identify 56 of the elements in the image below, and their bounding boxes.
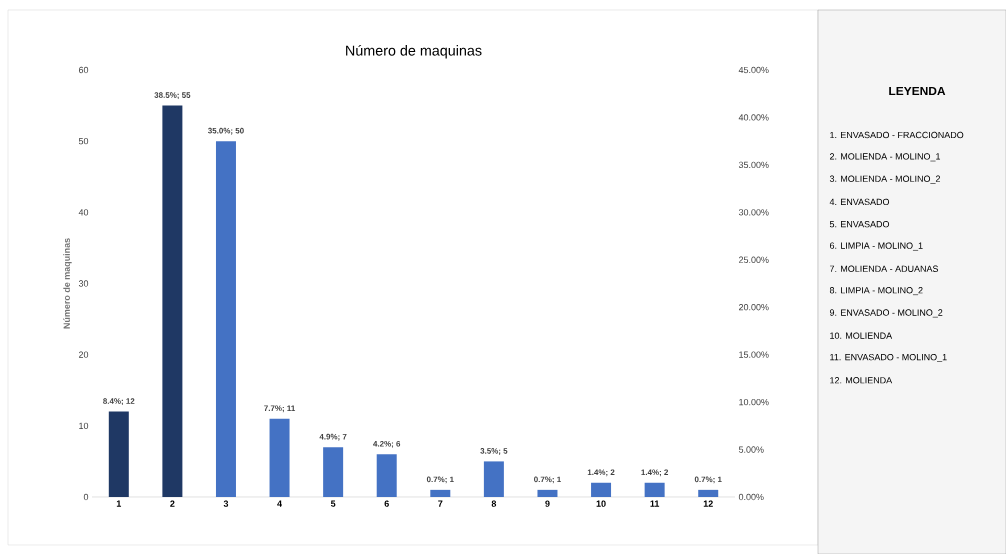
y2-tick-label: 35.00% bbox=[738, 161, 769, 169]
y2-tick-label: 40.00% bbox=[738, 114, 769, 121]
x-tick-label: 3 bbox=[223, 500, 229, 507]
y-tick-label: 40 bbox=[78, 209, 89, 216]
x-tick-label: 4 bbox=[277, 500, 282, 507]
text: 2. MOLIENDA - MOLINO_1 bbox=[829, 153, 941, 162]
text: 9. ENVASADO - MOLINO_2 bbox=[829, 309, 943, 318]
x-tick-label: 1 bbox=[116, 500, 122, 507]
x-tick-label: 2 bbox=[170, 500, 175, 507]
bar bbox=[644, 482, 665, 497]
x-tick-label: 6 bbox=[384, 500, 389, 507]
x-tick-label: 8 bbox=[491, 500, 497, 507]
x-tick-label: 11 bbox=[650, 500, 660, 507]
y-tick-label: 20 bbox=[78, 351, 89, 358]
y-axis-title: Número de maquinas bbox=[63, 238, 72, 329]
x-tick-label: 12 bbox=[703, 500, 713, 507]
y2-tick-label: 5.00% bbox=[738, 446, 764, 453]
y2-tick-label: 0.00% bbox=[738, 493, 764, 501]
text: 10. MOLIENDA bbox=[830, 332, 893, 339]
text: 7. MOLIENDA - ADUANAS bbox=[829, 265, 939, 272]
bar bbox=[269, 418, 290, 497]
y-tick-label: 50 bbox=[78, 137, 89, 145]
y-tick-label: 60 bbox=[78, 66, 89, 74]
bar bbox=[108, 411, 129, 497]
text: 8. LIMPIA - MOLINO_2 bbox=[829, 287, 923, 296]
text: 5. ENVASADO bbox=[829, 221, 890, 228]
y-tick-label: 0 bbox=[83, 493, 89, 501]
y2-tick-label: 25.00% bbox=[738, 256, 769, 263]
y-tick-label: 10 bbox=[79, 422, 89, 429]
y2-tick-label: 10.00% bbox=[739, 398, 769, 406]
y2-tick-label: 20.00% bbox=[738, 304, 769, 311]
bar bbox=[483, 461, 504, 497]
y-tick-label: 30 bbox=[78, 280, 89, 287]
y2-tick-label: 45.00% bbox=[738, 66, 769, 74]
bar bbox=[215, 141, 236, 497]
bar bbox=[698, 489, 719, 497]
x-tick-label: 9 bbox=[545, 500, 550, 507]
text: 3. MOLIENDA - MOLINO_2 bbox=[829, 175, 941, 184]
bar bbox=[376, 454, 397, 497]
text: 6. LIMPIA - MOLINO_1 bbox=[829, 242, 923, 251]
bar bbox=[537, 489, 558, 497]
x-tick-label: 10 bbox=[596, 500, 606, 507]
y2-tick-label: 15.00% bbox=[739, 351, 769, 358]
text: 4. ENVASADO bbox=[829, 198, 890, 206]
chart-title: Número de maquinas bbox=[346, 44, 482, 59]
bar bbox=[162, 105, 183, 497]
y2-tick-label: 30.00% bbox=[738, 209, 769, 216]
bar bbox=[323, 447, 344, 497]
bar bbox=[430, 489, 451, 497]
text: 11. ENVASADO - MOLINO_1 bbox=[830, 353, 947, 363]
text: 12. MOLIENDA bbox=[830, 377, 893, 384]
bar bbox=[591, 482, 612, 497]
x-tick-label: 5 bbox=[330, 500, 336, 507]
x-tick-label: 7 bbox=[438, 500, 443, 507]
legend-title: LEYENDA bbox=[889, 86, 946, 96]
text: 1. ENVASADO - FRACCIONADO bbox=[830, 131, 964, 139]
